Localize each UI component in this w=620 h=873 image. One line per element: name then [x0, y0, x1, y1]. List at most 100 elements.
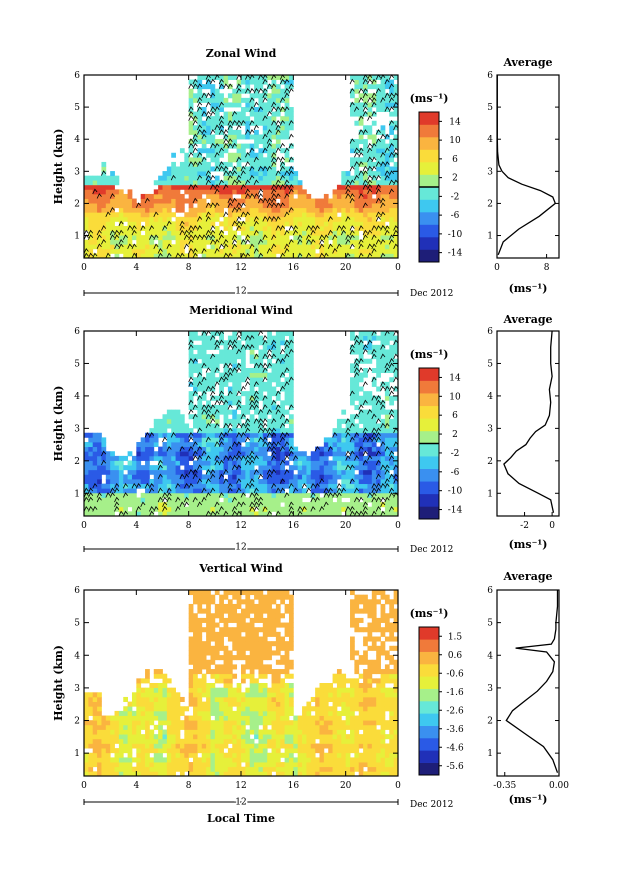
heatmap-cell [319, 465, 325, 471]
heatmap-cell [232, 331, 238, 337]
contour-segment [253, 395, 259, 401]
heatmap-cell [323, 442, 329, 448]
heatmap-cell [258, 184, 264, 190]
heatmap-cell [262, 193, 268, 199]
heatmap-cell [297, 207, 303, 213]
contour-segment [371, 248, 377, 254]
heatmap-cell [158, 446, 163, 452]
heatmap-cell [288, 125, 294, 131]
contour-segment [214, 188, 220, 195]
heatmap-cell [358, 171, 364, 177]
heatmap-cell [284, 84, 290, 90]
heatmap-cell [358, 492, 364, 498]
contour-segment [279, 422, 286, 429]
heatmap-cell [140, 446, 146, 452]
heatmap-cell [188, 340, 194, 346]
heatmap-cell [332, 455, 338, 461]
heatmap-cell [302, 492, 307, 498]
heatmap-cell [175, 221, 181, 227]
heatmap-cell [384, 79, 390, 85]
heatmap-cell [232, 171, 238, 177]
heatmap-cell [354, 216, 360, 222]
heatmap-cell [367, 207, 373, 213]
heatmap-cell [214, 395, 220, 401]
heatmap-cell [219, 166, 224, 172]
heatmap-cell [97, 253, 102, 259]
heatmap-cell [197, 111, 203, 117]
heatmap-cell [389, 442, 395, 448]
heatmap-cell [92, 488, 98, 494]
heatmap-cell [214, 455, 220, 461]
heatmap-cell [249, 446, 255, 452]
heatmap-cell [245, 488, 251, 494]
contour-segment [275, 487, 281, 494]
heatmap-cell [193, 184, 198, 190]
heatmap-cell [280, 180, 286, 186]
contour-segment [231, 234, 238, 240]
contour-segment [210, 487, 216, 494]
heatmap-cell [241, 239, 246, 245]
heatmap-cell [201, 497, 207, 503]
heatmap-cell [241, 405, 246, 411]
heatmap-cell [249, 432, 255, 438]
heatmap-cell [241, 184, 246, 190]
heatmap-cell [328, 225, 333, 231]
heatmap-cell [363, 414, 368, 420]
contour-segment [192, 473, 198, 480]
heatmap-cell [84, 451, 89, 457]
heatmap-cell [310, 203, 316, 209]
heatmap-cell [101, 748, 107, 754]
heatmap-cell [280, 239, 286, 245]
contour-segment [214, 441, 220, 447]
heatmap-cell [254, 344, 259, 350]
heatmap-cell [214, 148, 220, 154]
profile-line [503, 330, 555, 513]
heatmap-cell [105, 235, 111, 241]
contour-segment [205, 234, 211, 240]
contour-segment [349, 138, 355, 144]
heatmap-cell [214, 409, 220, 415]
heatmap-cell [127, 710, 133, 716]
heatmap-cell [271, 244, 277, 250]
heatmap-cell [345, 492, 351, 498]
heatmap-cell [354, 465, 360, 471]
contour-segment [188, 234, 194, 240]
heatmap-cell [206, 446, 211, 452]
heatmap-cell [376, 344, 381, 350]
colorbar-swatch [419, 124, 439, 138]
heatmap-cell [363, 175, 368, 181]
heatmap-cell [166, 442, 172, 448]
heatmap-cell [376, 239, 381, 245]
heatmap-cell [332, 451, 338, 457]
heatmap-cell [92, 446, 98, 452]
contour-segment [340, 487, 347, 494]
contour-segment [319, 234, 325, 240]
heatmap-cell [166, 171, 172, 177]
heatmap-cell [127, 706, 133, 712]
heatmap-cell [227, 409, 233, 415]
heatmap-cell [288, 79, 294, 85]
heatmap-cell [341, 483, 347, 489]
heatmap-cell [118, 771, 124, 777]
heatmap-cell [284, 358, 290, 364]
heatmap-cell [101, 253, 107, 259]
heatmap-cell [284, 203, 290, 209]
heatmap-cell [153, 225, 159, 231]
heatmap-cell [350, 400, 355, 406]
y-tick-label: 5 [74, 103, 80, 113]
heatmap-cell [271, 428, 277, 434]
heatmap-cell [249, 93, 255, 99]
heatmap-cell [210, 102, 216, 108]
contour-segment [236, 83, 242, 89]
heatmap-cell [232, 97, 238, 103]
contour-segment [367, 339, 373, 346]
heatmap-cell [371, 335, 377, 341]
heatmap-cell [201, 423, 207, 429]
heatmap-cell [393, 88, 399, 94]
heatmap-cell [358, 248, 364, 254]
heatmap-cell [389, 432, 395, 438]
heatmap-cell [249, 225, 255, 231]
heatmap-cell [149, 198, 155, 204]
heatmap-cell [315, 244, 320, 250]
heatmap-cell [341, 198, 347, 204]
